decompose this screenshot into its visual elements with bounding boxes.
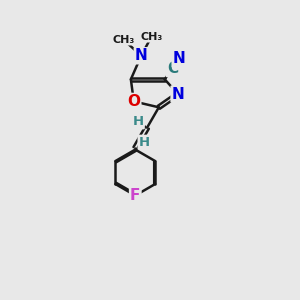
Text: H: H bbox=[139, 136, 150, 149]
Text: O: O bbox=[127, 94, 140, 109]
Text: N: N bbox=[173, 51, 185, 66]
Text: N: N bbox=[135, 48, 148, 63]
Text: N: N bbox=[172, 87, 184, 102]
Text: C: C bbox=[167, 61, 178, 76]
Text: CH₃: CH₃ bbox=[112, 34, 135, 45]
Text: H: H bbox=[133, 115, 144, 128]
Text: F: F bbox=[130, 188, 140, 203]
Text: CH₃: CH₃ bbox=[140, 32, 163, 42]
